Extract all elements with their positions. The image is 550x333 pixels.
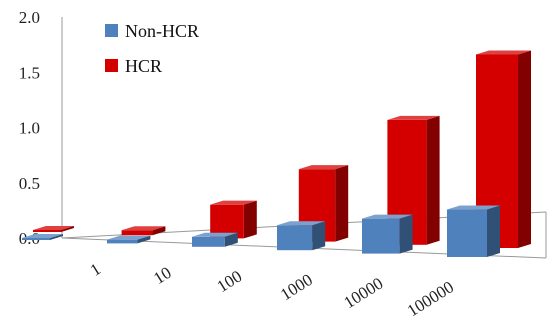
x-tick-label: 1000 [277, 270, 316, 304]
bar-side-hcr [335, 165, 349, 242]
bar-nonhcr [22, 234, 63, 240]
bar-front-hcr [210, 204, 244, 239]
bars [22, 50, 531, 257]
bar-top-nonhcr [277, 221, 326, 226]
bar-side-nonhcr [312, 221, 326, 251]
legend-item-hcr: HCR [105, 56, 162, 76]
x-tick-label: 100 [214, 266, 246, 296]
bar-side-nonhcr [487, 205, 500, 257]
bar-top-hcr [387, 115, 440, 120]
bar-nonhcr [107, 235, 151, 244]
legend: Non-HCR HCR [105, 21, 199, 76]
bar-side-hcr [243, 200, 257, 239]
y-tick-label: 0.5 [19, 174, 40, 193]
bar-nonhcr [447, 205, 500, 257]
legend-item-nonhcr: Non-HCR [105, 21, 199, 41]
y-tick-label: 2.0 [19, 8, 40, 27]
bar-front-nonhcr [192, 236, 225, 247]
bar-nonhcr [192, 232, 238, 247]
y-tick-label: 1.0 [19, 119, 40, 138]
x-tick-label: 1 [87, 259, 104, 280]
bar-side-hcr [426, 115, 440, 245]
legend-swatch-hcr [105, 59, 118, 72]
bar-hcr [33, 226, 74, 232]
bar-top-hcr [476, 50, 531, 55]
bar-top-nonhcr [447, 205, 500, 210]
x-tick-label: 100000 [404, 277, 457, 320]
bar-top-hcr [210, 200, 257, 205]
bar-top-nonhcr [107, 235, 151, 240]
bar-front-nonhcr [22, 238, 50, 240]
bar-nonhcr [362, 214, 413, 254]
bar-hcr [121, 226, 166, 236]
bar-front-hcr [33, 230, 61, 232]
bar-front-nonhcr [447, 209, 487, 257]
bar-side-nonhcr [137, 235, 151, 244]
bar-top-nonhcr [192, 232, 238, 237]
y-tick-label: 1.5 [19, 63, 40, 82]
bar-side-hcr [518, 50, 531, 248]
bar-front-nonhcr [277, 225, 313, 251]
bar-top-hcr [121, 226, 166, 231]
legend-label-hcr: HCR [125, 56, 162, 76]
x-tick-labels: 1 10 100 1000 10000 100000 [87, 259, 457, 320]
bar-side-nonhcr [399, 214, 413, 254]
bar-top-nonhcr [362, 214, 413, 219]
x-tick-label: 10 [150, 263, 174, 288]
bar-front-hcr [121, 230, 153, 236]
bar-side-hcr [152, 226, 166, 236]
y-tick-labels: 0.00.51.01.52.0 [19, 8, 40, 248]
bar-front-nonhcr [362, 218, 400, 254]
bar-front-nonhcr [107, 239, 138, 244]
bar-hcr [210, 200, 257, 239]
bar-side-nonhcr [50, 234, 63, 240]
legend-swatch-nonhcr [105, 24, 118, 37]
bar-top-hcr [33, 226, 74, 230]
legend-label-nonhcr: Non-HCR [125, 21, 199, 41]
bar-top-hcr [298, 165, 349, 170]
x-tick-label: 10000 [340, 274, 386, 313]
bar-side-hcr [61, 226, 74, 232]
bar-side-nonhcr [224, 232, 238, 247]
bar-nonhcr [277, 221, 326, 251]
bar-top-nonhcr [22, 234, 63, 238]
